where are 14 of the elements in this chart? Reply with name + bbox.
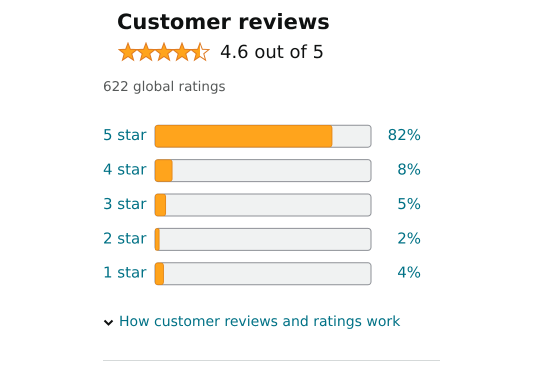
data-label: 8% [397,160,421,178]
y-tick-label: 1 star [103,264,148,282]
chart-title: Customer reviews [117,10,330,34]
text: How customer reviews and ratings work [119,314,400,330]
y-tick-label: 3 star [103,194,148,213]
data-label: 4% [397,264,421,282]
y-tick-label: 5 star [103,126,148,144]
chart-subtitle: 4.6 out of 5 [220,42,324,63]
y-tick-label: 2 star [103,229,148,248]
data-label: 2% [397,229,421,248]
data-label: 5% [397,194,421,213]
data-label: 82% [388,126,421,144]
text: 622 global ratings [103,79,226,95]
y-tick-label: 4 star [103,160,148,178]
